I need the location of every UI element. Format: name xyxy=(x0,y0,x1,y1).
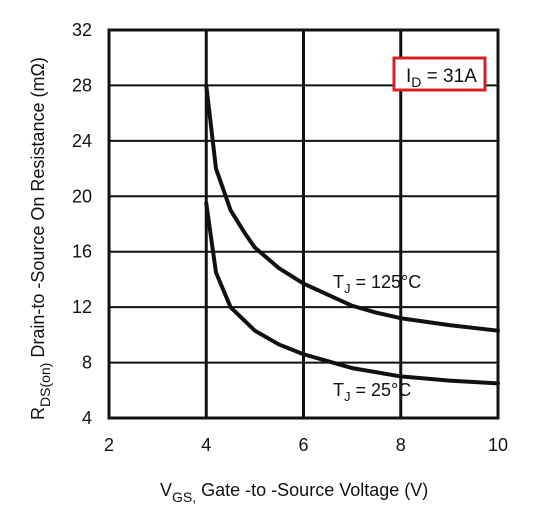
series-label-25-prefix: T xyxy=(333,380,344,400)
y-tick-label-12: 12 xyxy=(72,297,92,317)
y-tick-label-28: 28 xyxy=(72,75,92,95)
series-label-125-suffix: = 125°C xyxy=(351,272,422,292)
x-axis-label-main: V xyxy=(160,480,172,500)
y-tick-label-24: 24 xyxy=(72,131,92,151)
y-tick-label-8: 8 xyxy=(82,353,92,373)
series-layer xyxy=(204,83,500,386)
annotation-border xyxy=(392,56,487,92)
series-label-25-subscript: J xyxy=(344,389,351,404)
grid-layer xyxy=(109,30,498,418)
series-label-25-suffix: = 25°C xyxy=(351,380,412,400)
x-axis-label-rest: Gate -to -Source Voltage (V) xyxy=(196,480,428,500)
y-tick-label-20: 20 xyxy=(72,186,92,206)
series-label-25: TJ = 25°C xyxy=(333,380,411,404)
plot-frame xyxy=(107,28,500,420)
y-tick-label-4: 4 xyxy=(82,408,92,428)
x-tick-label-4: 4 xyxy=(201,435,211,455)
y-tick-label-16: 16 xyxy=(72,242,92,262)
x-tick-label-2: 2 xyxy=(104,435,114,455)
x-axis-label-subscript: GS, xyxy=(172,489,196,505)
series-label-125-text: TJ = 125°C xyxy=(333,272,421,296)
y-axis-label: RDS(on) Drain-to -Source On Resistance (… xyxy=(28,57,53,420)
y-axis-label-rest: Drain-to -Source On Resistance (mΩ) xyxy=(28,57,48,363)
curve-25c xyxy=(204,201,500,386)
y-axis-label-subscript: DS(on) xyxy=(37,363,53,407)
frame-layer xyxy=(107,28,500,420)
series-label-125: TJ = 125°C xyxy=(333,272,421,296)
series-label-125-prefix: T xyxy=(333,272,344,292)
x-tick-label-10: 10 xyxy=(488,435,508,455)
x-tick-label-6: 6 xyxy=(298,435,308,455)
series-label-125-subscript: J xyxy=(344,281,351,296)
y-axis-label-text: RDS(on) Drain-to -Source On Resistance (… xyxy=(28,57,53,420)
y-axis-label-main: R xyxy=(28,407,48,420)
annotation-text: ID = 31A xyxy=(406,66,477,90)
annotation-prefix: I xyxy=(406,66,411,87)
y-tick-label-32: 32 xyxy=(72,20,92,40)
annotation-box: ID = 31A xyxy=(392,56,487,92)
annotation-subscript: D xyxy=(411,74,421,90)
annotation-suffix: = 31A xyxy=(421,66,477,87)
x-axis-label-text: VGS, Gate -to -Source Voltage (V) xyxy=(160,480,428,505)
x-tick-label-8: 8 xyxy=(396,435,406,455)
curve-125c xyxy=(204,83,500,333)
series-label-25-text: TJ = 25°C xyxy=(333,380,411,404)
x-axis-label: VGS, Gate -to -Source Voltage (V) xyxy=(160,480,428,505)
